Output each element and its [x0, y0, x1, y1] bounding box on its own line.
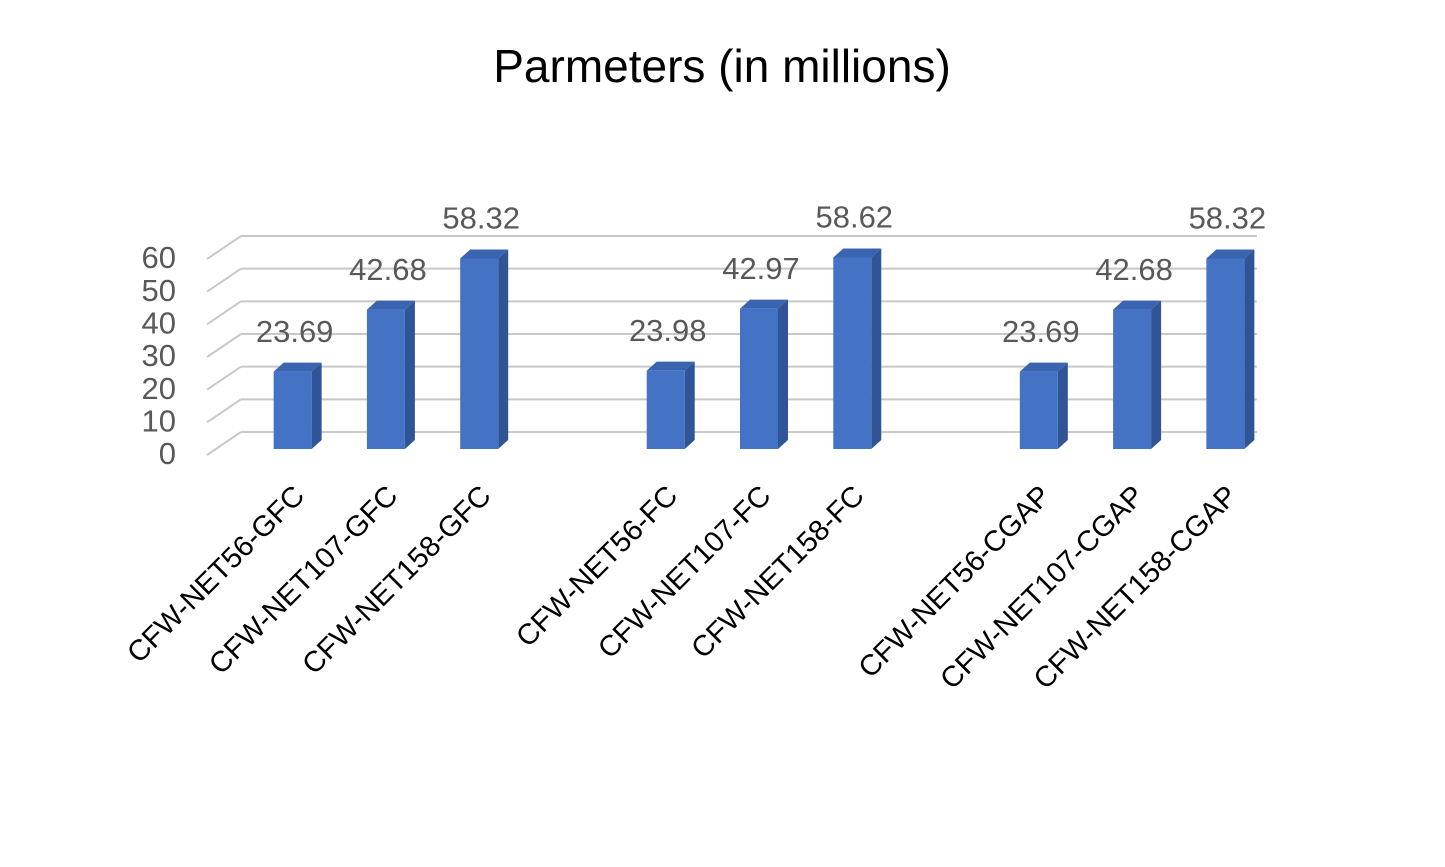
value-label: 58.32 [442, 201, 520, 236]
grid-line [206, 398, 242, 424]
bar-side [1057, 362, 1068, 449]
bar [366, 309, 405, 449]
value-label: 23.69 [256, 314, 334, 349]
x-tick-label: CFW-NET158-FC [685, 480, 870, 665]
bar-side [778, 299, 788, 449]
grid-line [206, 333, 242, 358]
chart-title: Parmeters (in millions) [493, 40, 951, 92]
bar-side [311, 362, 322, 449]
bar-side [498, 249, 509, 449]
y-tick-label: 60 [142, 240, 176, 275]
bar [740, 308, 778, 449]
value-label: 42.68 [1095, 252, 1173, 287]
grid-line [206, 300, 242, 326]
bar [646, 370, 685, 449]
y-tick-label: 50 [142, 273, 176, 308]
y-tick-label: 30 [142, 338, 176, 373]
bar-top [1019, 362, 1068, 372]
bar-top [273, 362, 322, 372]
x-tick-label: CFW-NET107-FC [592, 480, 777, 665]
bar-side [1151, 300, 1162, 449]
value-label: 42.97 [722, 251, 800, 286]
bar-side [404, 300, 415, 449]
value-label: 23.98 [629, 313, 707, 348]
bar-top [646, 361, 695, 371]
x-tick-label: CFW-NET158-GFC [296, 480, 497, 681]
bar [1113, 309, 1152, 449]
y-tick-label: 20 [142, 371, 176, 406]
bar-side [871, 248, 882, 449]
bar-side [684, 361, 695, 449]
bar [1019, 371, 1058, 449]
bar [460, 258, 499, 449]
y-tick-label: 10 [142, 404, 176, 439]
value-label: 42.68 [349, 252, 427, 287]
bar-top [366, 300, 415, 310]
grid-line [206, 235, 242, 260]
value-label: 58.62 [815, 200, 893, 235]
value-label: 23.69 [1002, 314, 1080, 349]
grid-line [206, 267, 242, 293]
bar-top [740, 299, 788, 309]
x-tick-label: CFW-NET56-FC [510, 480, 684, 654]
y-tick-label: 40 [142, 306, 176, 341]
bar [1206, 258, 1245, 449]
grid-line [206, 431, 242, 456]
bar [833, 257, 872, 449]
bar [273, 371, 312, 449]
bar-top [1206, 249, 1255, 259]
bar-top [1113, 300, 1162, 310]
bar-top [460, 249, 509, 259]
grid-line [206, 365, 242, 391]
bar-top [833, 248, 882, 258]
y-tick-label: 0 [159, 436, 176, 471]
value-label: 58.32 [1189, 201, 1267, 236]
x-tick-label: CFW-NET56-GFC [121, 480, 311, 670]
bar-side [1244, 249, 1255, 449]
